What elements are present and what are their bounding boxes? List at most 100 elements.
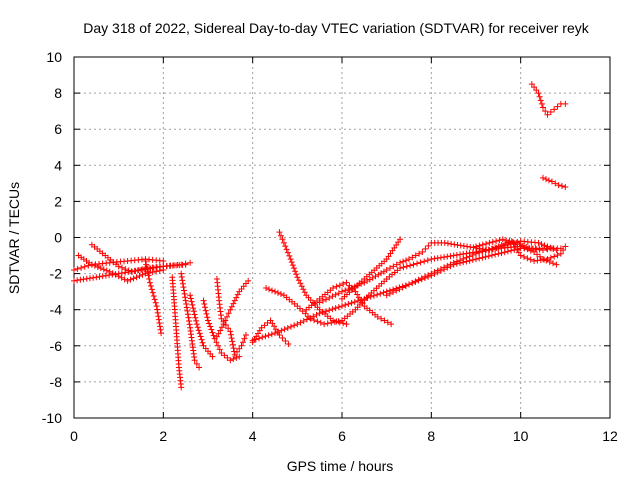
data-point bbox=[291, 322, 298, 329]
data-point bbox=[303, 316, 310, 323]
series-track-7 bbox=[178, 270, 203, 371]
data-point bbox=[146, 279, 153, 286]
data-point bbox=[266, 286, 273, 293]
data-point bbox=[239, 339, 246, 346]
data-point bbox=[156, 323, 163, 330]
y-tick-label: -4 bbox=[50, 302, 63, 318]
data-point bbox=[542, 108, 549, 115]
data-point bbox=[317, 319, 324, 326]
data-point bbox=[289, 262, 296, 269]
data-point bbox=[215, 342, 222, 349]
data-point bbox=[274, 289, 281, 296]
data-point bbox=[374, 291, 381, 298]
data-point bbox=[326, 307, 333, 314]
data-point bbox=[216, 346, 223, 353]
data-point bbox=[479, 241, 486, 248]
data-point bbox=[345, 286, 352, 293]
data-point bbox=[189, 301, 196, 308]
y-tick-label: 0 bbox=[54, 230, 62, 246]
data-point bbox=[145, 272, 152, 279]
data-point bbox=[540, 247, 546, 254]
data-point bbox=[473, 250, 479, 257]
data-point bbox=[150, 293, 157, 300]
data-point bbox=[139, 271, 146, 278]
data-point bbox=[196, 364, 203, 371]
data-point bbox=[424, 257, 431, 264]
data-point bbox=[203, 310, 210, 317]
data-point bbox=[135, 266, 142, 273]
data-point bbox=[206, 320, 213, 327]
data-point bbox=[178, 384, 185, 391]
data-point bbox=[330, 285, 337, 292]
data-point bbox=[190, 308, 197, 315]
data-point bbox=[380, 289, 387, 296]
y-axis-label: SDTVAR / TECUs bbox=[6, 182, 22, 294]
data-point bbox=[263, 285, 270, 292]
data-point bbox=[199, 339, 206, 346]
data-point bbox=[124, 277, 131, 284]
data-point bbox=[479, 248, 486, 255]
series-track-12 bbox=[249, 317, 292, 347]
data-point bbox=[403, 257, 410, 264]
data-point bbox=[332, 291, 339, 298]
data-point bbox=[421, 258, 428, 265]
data-point bbox=[506, 238, 513, 245]
data-point bbox=[282, 337, 289, 344]
data-point bbox=[550, 260, 557, 267]
data-point bbox=[281, 326, 288, 333]
series-track-19 bbox=[383, 238, 569, 299]
data-point bbox=[268, 331, 275, 338]
data-point bbox=[78, 264, 85, 271]
data-point bbox=[146, 276, 153, 283]
data-point bbox=[93, 274, 100, 281]
data-point bbox=[548, 245, 555, 252]
data-point bbox=[450, 259, 457, 266]
data-point bbox=[431, 269, 438, 276]
data-point bbox=[287, 256, 294, 263]
data-point bbox=[381, 317, 388, 324]
data-point bbox=[460, 243, 467, 250]
y-tick-label: 2 bbox=[54, 193, 62, 209]
data-point bbox=[223, 313, 230, 320]
y-tick-label: 8 bbox=[54, 85, 62, 101]
data-point bbox=[402, 282, 409, 289]
data-point bbox=[384, 319, 391, 326]
data-point bbox=[545, 177, 552, 184]
x-tick-label: 8 bbox=[427, 428, 435, 444]
data-point bbox=[297, 280, 304, 287]
data-point bbox=[324, 320, 331, 327]
x-tick-label: 0 bbox=[70, 428, 78, 444]
data-point bbox=[208, 326, 215, 333]
data-point bbox=[488, 252, 495, 259]
data-point bbox=[180, 284, 187, 291]
data-point bbox=[90, 274, 97, 281]
data-point bbox=[228, 303, 235, 310]
data-point bbox=[275, 328, 282, 335]
data-point bbox=[383, 292, 390, 299]
data-point bbox=[191, 357, 198, 364]
data-point bbox=[286, 252, 293, 259]
data-point bbox=[393, 287, 400, 294]
data-point bbox=[213, 333, 220, 340]
data-point bbox=[130, 275, 137, 282]
data-point bbox=[509, 239, 516, 246]
data-point bbox=[393, 261, 400, 268]
series-track-8 bbox=[187, 292, 216, 360]
data-point bbox=[495, 250, 502, 257]
data-point bbox=[519, 242, 526, 249]
data-point bbox=[416, 250, 423, 257]
data-point bbox=[406, 281, 412, 288]
data-point bbox=[234, 348, 241, 355]
data-point bbox=[340, 280, 347, 287]
data-point bbox=[178, 261, 185, 268]
data-point bbox=[482, 247, 489, 254]
data-point bbox=[190, 305, 197, 312]
data-point bbox=[288, 259, 295, 266]
data-point bbox=[160, 257, 167, 264]
data-point bbox=[225, 310, 232, 317]
data-point bbox=[354, 297, 361, 304]
data-point bbox=[220, 321, 227, 328]
data-point bbox=[431, 255, 438, 262]
data-point bbox=[521, 253, 528, 260]
x-tick-label: 6 bbox=[338, 428, 346, 444]
